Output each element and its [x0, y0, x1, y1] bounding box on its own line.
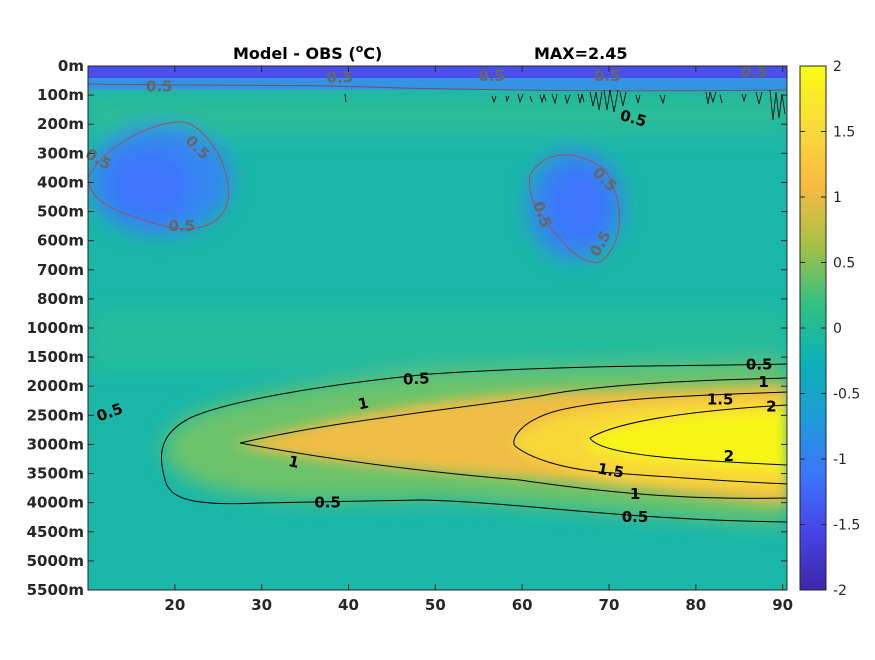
- contour-line-surface: [88, 83, 787, 92]
- x-tick-label-4: 60: [512, 596, 533, 614]
- y-tick-label-11: 2000m: [27, 377, 84, 395]
- contour-label-11: 0.5: [314, 494, 341, 512]
- contour-label-15: 0.5: [168, 217, 195, 235]
- colorbar-tick-label-6: -1: [833, 452, 847, 468]
- contour-labels: 0.50.511.5 20.5 11 21.510.50.50.50.50.50.50…: [82, 63, 776, 526]
- contour-line-2: [589, 404, 787, 466]
- x-tick-label-6: 80: [685, 596, 706, 614]
- contour-label-0: 0.5: [402, 369, 429, 388]
- x-tick-label-7: 90: [772, 596, 793, 614]
- contour-label-9: 1.5: [596, 459, 625, 481]
- x-tick-label-1: 30: [251, 596, 272, 614]
- y-tick-label-14: 3500m: [27, 465, 84, 483]
- title-max: MAX=2.45: [534, 44, 628, 63]
- contour-line-neg0.5-right: [529, 154, 620, 263]
- contour-label-8: 2: [724, 447, 734, 465]
- contour-label-24: 0.5: [741, 63, 768, 81]
- colorbar-tick-label-8: -2: [833, 583, 847, 599]
- contour-label-20: 0.5: [146, 77, 173, 95]
- surface-band: [88, 66, 787, 78]
- y-tick-label-10: 1500m: [27, 348, 84, 366]
- y-tick-label-3: 300m: [37, 144, 84, 162]
- contour-line-0.5-outer: [161, 363, 787, 523]
- title-degree: o: [356, 42, 364, 55]
- contour-line-neg0.5-left: [88, 121, 229, 230]
- contour-label-12: 0.5: [622, 508, 649, 526]
- colorbar-ticks: 2 1.5 1 0.5 0 -0.5 -1 -1.5 -2: [800, 59, 860, 599]
- title-text-left: Model - OBS (: [233, 44, 356, 63]
- y-tick-label-1: 100m: [37, 86, 84, 104]
- y-tick-label-16: 4500m: [27, 523, 84, 541]
- y-tick-label-0: 0m: [58, 57, 84, 75]
- colorbar-tick-label-4: 0: [833, 321, 842, 337]
- y-tick-label-18: 5500m: [27, 581, 84, 599]
- chart-title: Model - OBS (oC) MAX=2.45: [233, 42, 628, 63]
- y-tick-label-13: 3000m: [27, 435, 84, 453]
- contour-lines: [88, 83, 787, 523]
- y-axis: 0m 100m 200m 300m 400m 500m 600m 700m 800m 1000m 1…: [27, 57, 787, 599]
- y-tick-label-5: 500m: [37, 203, 84, 221]
- x-tick-label-5: 70: [599, 596, 620, 614]
- contour-label-7: 1: [287, 452, 301, 472]
- contour-label-23: 0.5: [594, 67, 621, 85]
- colorbar-tick-label-1: 1.5: [833, 125, 855, 141]
- y-tick-label-9: 1000m: [27, 319, 84, 337]
- colorbar-tick-label-5: -0.5: [833, 387, 860, 403]
- x-tick-label-0: 20: [164, 596, 185, 614]
- contour-label-22: 0.5: [478, 67, 505, 85]
- contour-label-2: 1: [758, 373, 768, 391]
- surface-noise: [344, 89, 786, 121]
- colorbar-tick-label-3: 0.5: [833, 256, 855, 272]
- y-tick-label-4: 400m: [37, 173, 84, 191]
- y-tick-label-17: 5000m: [27, 552, 84, 570]
- colorbar: 2 1.5 1 0.5 0 -0.5 -1 -1.5 -2: [799, 59, 860, 599]
- contour-line-1.5: [513, 391, 787, 485]
- colorbar-tick-label-0: 2: [833, 59, 842, 75]
- y-tick-label-15: 4000m: [27, 494, 84, 512]
- x-tick-label-3: 50: [425, 596, 446, 614]
- y-tick-label-8: 800m: [37, 290, 84, 308]
- contour-label-1: 0.5: [746, 355, 773, 373]
- contour-label-3: 1.5: [707, 390, 734, 408]
- x-tick-label-2: 40: [338, 596, 359, 614]
- contour-label-21: 0.5: [327, 69, 354, 87]
- y-tick-label-7: 700m: [37, 261, 84, 279]
- colorbar-tick-label-7: -1.5: [833, 518, 860, 534]
- contour-label-10: 1: [630, 485, 640, 503]
- contour-label-6: 1: [356, 394, 370, 414]
- x-axis: 20 30 40 50 60 70 80 90: [164, 66, 793, 614]
- colorbar-tick-label-2: 1: [833, 190, 842, 206]
- y-tick-label-2: 200m: [37, 115, 84, 133]
- title-text-right: C): [363, 44, 382, 63]
- svg-text:Model - OBS (oC): Model - OBS (oC): [233, 42, 382, 63]
- y-tick-label-6: 600m: [37, 232, 84, 250]
- contour-line-1: [239, 377, 787, 499]
- contour-label-4: 2: [766, 398, 776, 416]
- y-tick-label-12: 2500m: [27, 406, 84, 424]
